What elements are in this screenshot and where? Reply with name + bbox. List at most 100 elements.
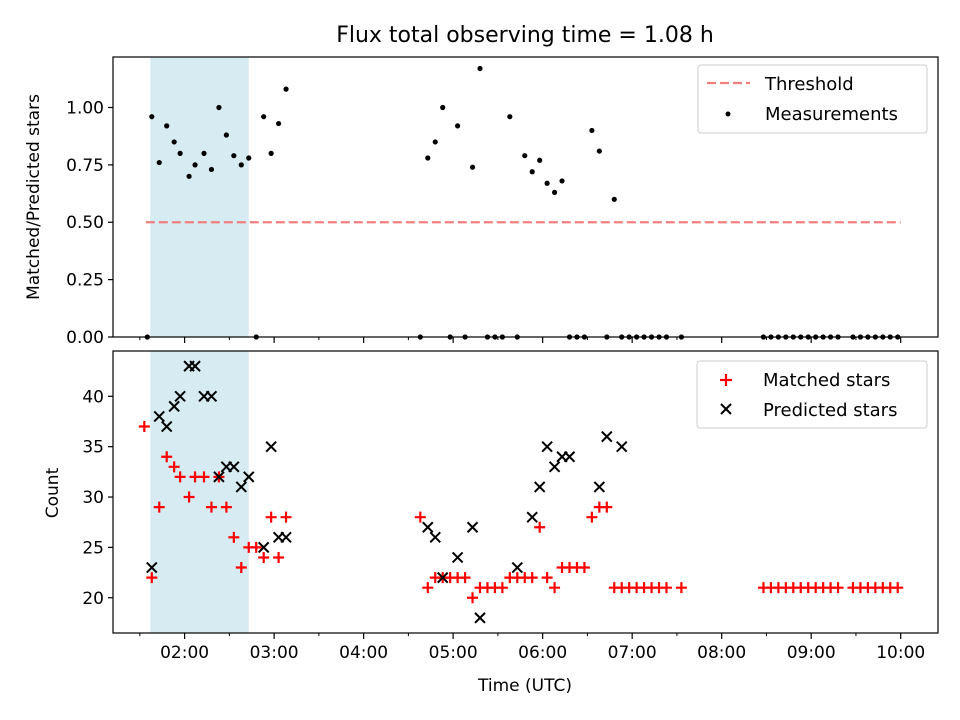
legend-predicted-swatch [720, 403, 732, 415]
measurement-point [455, 123, 461, 129]
y-tick-label: 1.00 [66, 98, 104, 118]
matched-star-point [228, 531, 240, 543]
top-legend: Threshold Measurements [697, 64, 928, 134]
predicted-star-point [548, 461, 561, 473]
x-tick-label: 06:00 [518, 643, 567, 663]
predicted-star-point [280, 531, 292, 544]
measurement-point [551, 189, 558, 196]
predicted-stars-series [146, 360, 628, 624]
predicted-star-point [265, 440, 277, 453]
predicted-star-point [526, 511, 538, 523]
matched-star-point [174, 471, 186, 483]
chart-title: Flux total observing time = 1.08 h [336, 23, 714, 48]
predicted-star-point [168, 400, 180, 413]
top-y-axis: 0.00 0.25 0.50 0.75 1.00 [66, 98, 113, 348]
x-tick-label: 02:00 [160, 643, 209, 663]
measurement-point [544, 180, 550, 186]
x-tick-label: 05:00 [429, 643, 478, 663]
measurement-point [283, 86, 289, 92]
matched-star-point [496, 582, 508, 594]
y-tick-label: 0.50 [66, 213, 104, 233]
y-tick-label: 40 [82, 387, 104, 407]
top-legend-box [697, 64, 928, 134]
measurement-point [432, 139, 438, 145]
top-shaded-region [150, 57, 249, 337]
bottom-x-axis: 02:00 03:00 04:00 05:00 06:00 07:00 08:00 09:00… [139, 633, 925, 663]
matched-star-point [265, 511, 277, 523]
predicted-star-point [257, 541, 270, 554]
measurement-point [261, 114, 267, 120]
y-tick-label: 0.75 [66, 156, 104, 176]
measurement-point [529, 169, 535, 175]
matched-star-point [153, 501, 165, 513]
measurement-point [216, 104, 222, 111]
predicted-star-point [153, 410, 165, 423]
measurement-point [171, 139, 177, 145]
bottom-y-axis-label: Count [43, 467, 63, 518]
bottom-legend-box [696, 360, 928, 429]
matched-star-point [220, 501, 232, 513]
measurement-point [164, 123, 170, 129]
predicted-star-point [228, 461, 240, 473]
matched-star-point [235, 562, 247, 574]
measurement-point [589, 127, 595, 134]
bottom-axes-frame [112, 350, 939, 634]
predicted-star-point [174, 390, 186, 403]
matched-star-point [541, 572, 553, 584]
matched-star-point [161, 451, 173, 463]
measurement-point [522, 153, 528, 159]
predicted-star-point [474, 612, 486, 624]
y-tick-label: 35 [82, 438, 104, 458]
measurement-point [477, 65, 483, 72]
top-y-axis-label: Matched/Predicted stars [24, 94, 44, 300]
measurement-point [177, 150, 183, 156]
matched-star-point [258, 551, 270, 563]
measurement-point [149, 114, 155, 120]
predicted-star-point [563, 451, 576, 463]
y-tick-label: 25 [82, 538, 104, 558]
x-tick-label: 08:00 [697, 643, 746, 663]
measurement-point [268, 150, 274, 156]
predicted-star-point [466, 521, 479, 533]
x-tick-label: 04:00 [339, 643, 388, 663]
bottom-legend: Matched stars Predicted stars [696, 360, 928, 429]
measurement-point [440, 104, 446, 111]
matched-star-point [601, 501, 613, 513]
measurement-point [507, 114, 513, 120]
matched-star-point [273, 551, 285, 563]
matched-star-point [198, 471, 210, 483]
bottom-shaded-region [150, 351, 249, 633]
measurement-point [223, 132, 229, 138]
y-tick-label: 0.00 [66, 328, 104, 348]
measurement-point [201, 150, 207, 156]
legend-measurements-swatch [725, 111, 731, 117]
predicted-star-point [243, 471, 255, 483]
matched-stars-series [138, 421, 904, 604]
measurement-point [186, 173, 192, 179]
matched-star-point [138, 421, 150, 433]
predicted-star-point [422, 521, 434, 533]
predicted-star-point [533, 481, 546, 493]
matched-star-point [892, 582, 904, 594]
matched-star-point [675, 582, 687, 594]
y-tick-label: 0.25 [66, 271, 104, 291]
matched-star-point [422, 582, 434, 594]
predicted-star-point [616, 440, 628, 453]
measurement-point [425, 155, 431, 161]
x-tick-label: 09:00 [787, 643, 836, 663]
predicted-star-point [429, 531, 441, 544]
matched-star-point [534, 521, 546, 533]
measurement-point [246, 155, 252, 161]
matched-star-point [183, 491, 195, 503]
predicted-star-point [160, 420, 173, 433]
matched-star-point [578, 562, 590, 574]
top-axes-frame [112, 56, 939, 338]
predicted-star-point [541, 440, 553, 453]
measurement-point [208, 166, 215, 173]
measurement-point [231, 153, 237, 159]
bottom-panel: 20 25 30 35 40 02:00 03:00 04:00 05:00 06:00 07:0… [43, 350, 939, 696]
matched-star-point [660, 582, 672, 594]
matched-star-point [280, 511, 292, 523]
predicted-star-point [235, 481, 248, 493]
